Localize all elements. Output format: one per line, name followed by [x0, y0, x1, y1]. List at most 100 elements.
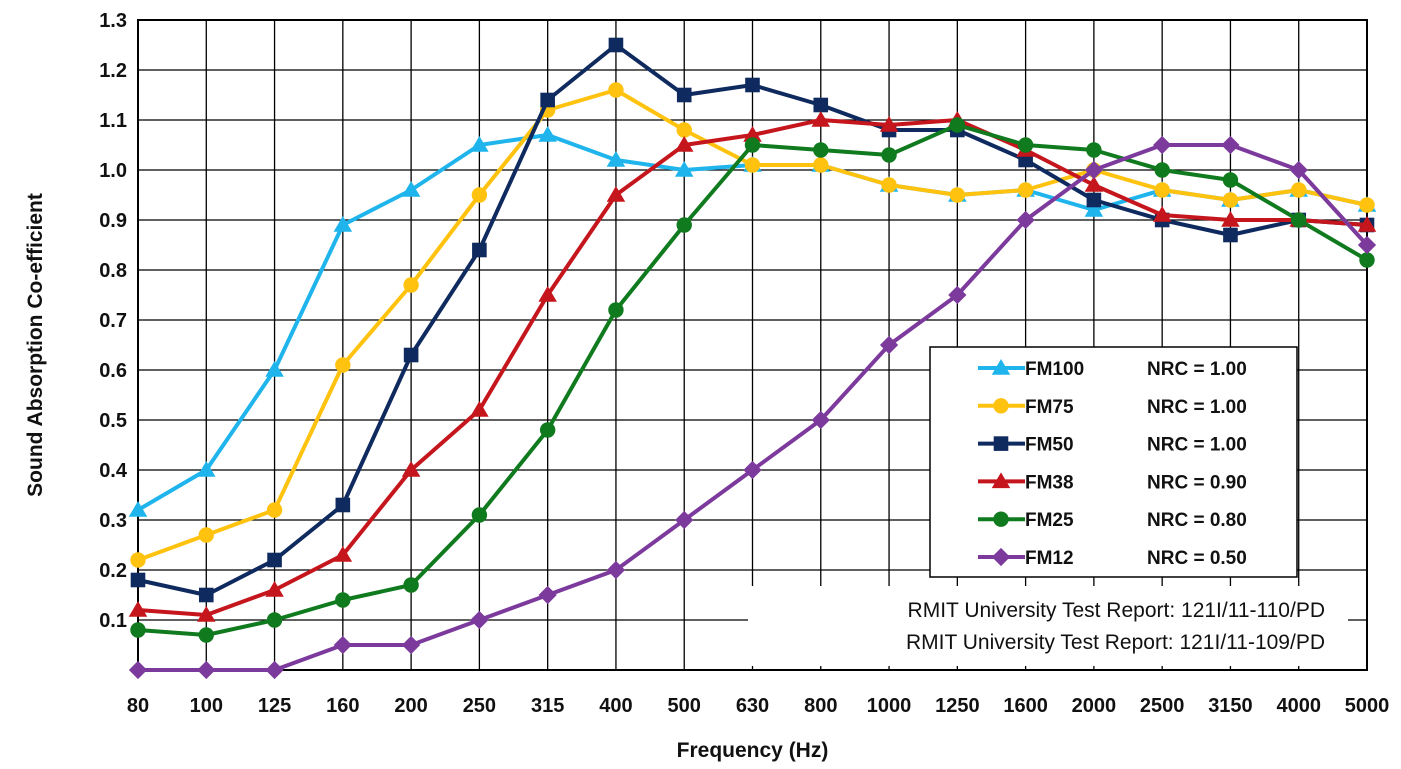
- data-point-marker: [1152, 206, 1172, 222]
- data-point-marker: [993, 398, 1009, 414]
- series-fm25: [130, 117, 1375, 643]
- data-point-marker: [991, 472, 1011, 489]
- y-axis-title: Sound Absorption Co-efficient: [24, 193, 47, 497]
- data-point-marker: [1154, 182, 1170, 198]
- x-tick-label: 80: [127, 695, 149, 717]
- data-point-marker: [744, 157, 761, 173]
- legend: RMIT University Test Report: 121I/11-110…: [748, 346, 1348, 666]
- data-point-marker: [676, 217, 692, 233]
- legend-series-name: FM50: [1025, 435, 1074, 456]
- data-point-marker: [1359, 252, 1375, 268]
- x-tick-label: 2500: [1140, 695, 1185, 717]
- data-point-marker: [606, 186, 626, 202]
- x-tick-label: 1250: [935, 695, 980, 717]
- legend-series-nrc: NRC = 0.50: [1147, 548, 1247, 569]
- legend-series-name: FM25: [1025, 510, 1074, 531]
- data-point-marker: [539, 422, 556, 438]
- y-tick-label: 1.1: [99, 110, 127, 132]
- y-tick-label: 1.3: [99, 10, 127, 32]
- data-point-marker: [1153, 135, 1172, 155]
- data-point-marker: [333, 635, 352, 655]
- data-point-marker: [811, 111, 831, 127]
- data-point-marker: [813, 97, 829, 113]
- data-point-marker: [1084, 201, 1104, 217]
- data-point-marker: [991, 547, 1011, 567]
- data-point-marker: [335, 497, 351, 513]
- x-tick-label: 800: [804, 695, 837, 717]
- data-point-marker: [879, 116, 899, 132]
- series-group: [128, 37, 1377, 680]
- data-point-marker: [472, 242, 487, 258]
- data-point-marker: [540, 92, 555, 108]
- data-point-marker: [130, 552, 146, 568]
- data-point-marker: [1221, 135, 1240, 155]
- data-point-marker: [1084, 176, 1104, 192]
- data-point-marker: [813, 142, 829, 158]
- data-point-marker: [128, 501, 148, 517]
- data-point-marker: [813, 157, 829, 173]
- data-point-marker: [1017, 182, 1034, 198]
- x-tick-label: 400: [599, 695, 632, 717]
- data-point-marker: [1154, 162, 1170, 178]
- x-tick-label: 315: [531, 695, 564, 717]
- data-point-marker: [130, 572, 146, 588]
- x-tick-label: 630: [736, 695, 769, 717]
- data-point-marker: [470, 401, 489, 417]
- y-tick-label: 1.2: [99, 60, 127, 82]
- data-point-marker: [674, 136, 694, 152]
- x-tick-label: 100: [190, 695, 223, 717]
- y-tick-label: 0.4: [99, 460, 128, 482]
- data-point-marker: [403, 277, 419, 293]
- data-point-marker: [333, 546, 353, 562]
- data-point-marker: [991, 359, 1011, 375]
- y-tick-label: 0.6: [99, 360, 127, 382]
- legend-series-name: FM75: [1025, 397, 1074, 418]
- data-point-marker: [333, 216, 353, 232]
- data-point-marker: [266, 612, 283, 628]
- y-tick-label: 0.9: [99, 210, 127, 232]
- data-point-marker: [1086, 192, 1102, 208]
- data-point-marker: [1291, 212, 1307, 228]
- y-tick-label: 1.0: [99, 160, 127, 182]
- data-point-marker: [266, 502, 283, 518]
- data-point-marker: [403, 577, 419, 593]
- data-point-marker: [335, 592, 351, 608]
- x-tick-label: 1600: [1003, 695, 1048, 717]
- data-point-marker: [128, 660, 148, 680]
- data-point-marker: [1359, 197, 1375, 213]
- data-point-marker: [538, 585, 557, 605]
- data-point-marker: [128, 601, 148, 617]
- data-point-marker: [676, 87, 692, 103]
- data-point-marker: [1086, 142, 1102, 158]
- legend-series-name: FM38: [1025, 472, 1074, 493]
- data-point-marker: [265, 581, 284, 597]
- x-tick-label: 5000: [1345, 695, 1390, 717]
- data-point-marker: [403, 347, 419, 363]
- data-point-marker: [879, 335, 899, 355]
- data-point-marker: [471, 187, 488, 203]
- data-point-marker: [608, 302, 624, 318]
- x-tick-label: 2000: [1072, 695, 1117, 717]
- data-point-marker: [197, 660, 216, 680]
- x-tick-label: 4000: [1276, 695, 1321, 717]
- legend-series-nrc: NRC = 1.00: [1147, 397, 1247, 418]
- data-point-marker: [130, 622, 146, 638]
- plot-frame: [137, 19, 1368, 671]
- data-point-marker: [198, 527, 214, 543]
- legend-box: [929, 346, 1298, 578]
- data-point-marker: [1222, 192, 1239, 208]
- data-point-marker: [675, 510, 694, 530]
- x-tick-label: 250: [463, 695, 496, 717]
- x-axis-title: Frequency (Hz): [677, 739, 829, 762]
- data-point-marker: [471, 507, 488, 523]
- y-tick-label: 0.1: [99, 610, 127, 632]
- series-fm12: [128, 135, 1377, 680]
- x-tick-label: 125: [258, 695, 291, 717]
- data-point-marker: [993, 511, 1009, 527]
- data-point-marker: [265, 660, 284, 680]
- data-point-marker: [1223, 227, 1238, 243]
- data-point-marker: [538, 286, 557, 302]
- x-tick-label: 500: [668, 695, 701, 717]
